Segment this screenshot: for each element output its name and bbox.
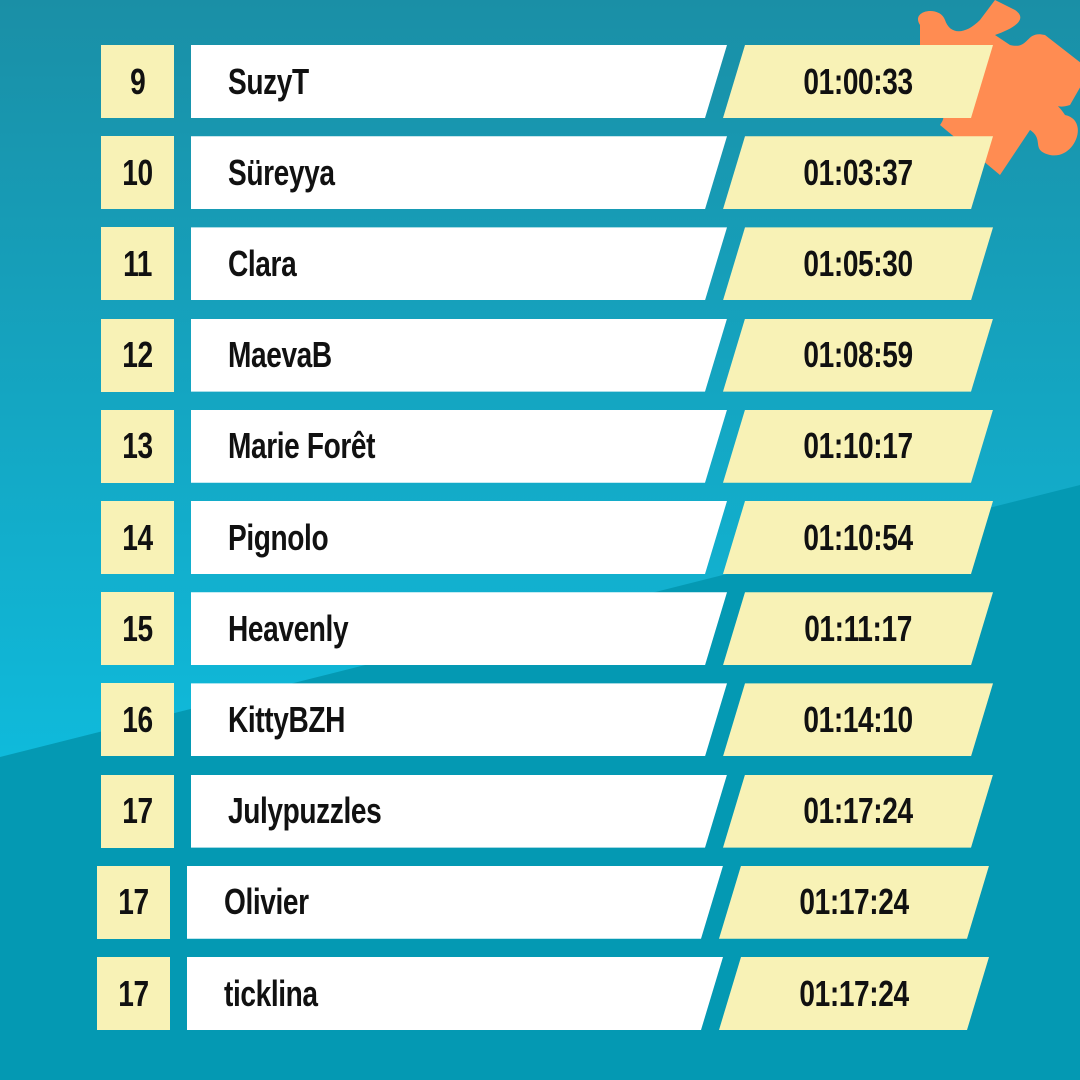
completion-time: 01:11:17 <box>804 607 912 649</box>
rank-cell: 17 <box>97 865 170 939</box>
completion-time: 01:10:54 <box>803 516 913 558</box>
rank-cell: 9 <box>101 45 174 118</box>
time-cell: 01:11:17 <box>723 592 993 665</box>
rank-cell: 11 <box>101 227 174 301</box>
rank: 17 <box>122 790 153 832</box>
name-cell: SuzyT <box>191 45 727 118</box>
rank: 9 <box>129 60 146 102</box>
time-cell: 01:05:30 <box>723 227 993 300</box>
rank: 15 <box>122 607 153 649</box>
completion-time: 01:17:24 <box>799 881 909 923</box>
rank-cell: 12 <box>101 318 174 392</box>
completion-time: 01:05:30 <box>803 242 913 284</box>
time-cell: 01:00:33 <box>723 45 993 118</box>
time-cell: 01:08:59 <box>723 319 993 392</box>
player-name: Süreyya <box>228 151 335 193</box>
completion-time: 01:00:33 <box>803 60 913 102</box>
completion-time: 01:17:24 <box>803 790 913 832</box>
rank: 13 <box>122 425 153 467</box>
player-name: Pignolo <box>228 516 329 558</box>
leaderboard-row: 14 Pignolo 01:10:54 <box>0 501 1080 574</box>
rank: 16 <box>122 698 153 740</box>
time-cell: 01:17:24 <box>719 957 989 1030</box>
player-name: Clara <box>228 242 297 284</box>
completion-time: 01:17:24 <box>799 972 909 1014</box>
player-name: Olivier <box>224 881 309 923</box>
rank: 17 <box>118 881 149 923</box>
time-cell: 01:17:24 <box>723 775 993 848</box>
player-name: Heavenly <box>228 607 349 649</box>
completion-time: 01:03:37 <box>803 151 913 193</box>
rank: 17 <box>118 972 149 1014</box>
name-cell: KittyBZH <box>191 683 727 756</box>
rank-cell: 17 <box>97 957 170 1030</box>
completion-time: 01:10:17 <box>803 425 913 467</box>
name-cell: ticklina <box>187 957 723 1030</box>
completion-time: 01:14:10 <box>803 698 913 740</box>
leaderboard-row: 17 Julypuzzles 01:17:24 <box>0 774 1080 848</box>
time-cell: 01:10:54 <box>723 501 993 574</box>
player-name: SuzyT <box>228 60 309 102</box>
leaderboard-row: 10 Süreyya 01:03:37 <box>0 136 1080 210</box>
leaderboard-row: 17 Olivier 01:17:24 <box>0 865 1080 939</box>
leaderboard-row: 17 ticklina 01:17:24 <box>0 957 1080 1030</box>
time-cell: 01:14:10 <box>723 683 993 756</box>
puzzle-piece-icon <box>918 0 1080 175</box>
rank-cell: 14 <box>101 501 174 574</box>
rank: 12 <box>122 334 153 376</box>
player-name: MaevaB <box>228 334 332 376</box>
name-cell: Heavenly <box>191 592 727 665</box>
time-cell: 01:03:37 <box>723 136 993 209</box>
name-cell: Marie Forêt <box>191 410 727 483</box>
player-name: Julypuzzles <box>228 790 382 832</box>
rank: 14 <box>122 516 153 558</box>
name-cell: Julypuzzles <box>191 775 727 848</box>
leaderboard-row: 16 KittyBZH 01:14:10 <box>0 683 1080 757</box>
name-cell: Süreyya <box>191 136 727 209</box>
leaderboard-row: 11 Clara 01:05:30 <box>0 227 1080 301</box>
leaderboard-row: 13 Marie Forêt 01:10:17 <box>0 409 1080 483</box>
rank-cell: 15 <box>101 592 174 666</box>
time-cell: 01:17:24 <box>719 866 989 939</box>
time-cell: 01:10:17 <box>723 410 993 483</box>
player-name: Marie Forêt <box>228 425 376 467</box>
leaderboard-row: 12 MaevaB 01:08:59 <box>0 318 1080 392</box>
rank-cell: 17 <box>101 774 174 848</box>
rank-cell: 10 <box>101 136 174 210</box>
name-cell: Olivier <box>187 866 723 939</box>
name-cell: MaevaB <box>191 319 727 392</box>
name-cell: Pignolo <box>191 501 727 574</box>
rank-cell: 16 <box>101 683 174 757</box>
leaderboard-row: 15 Heavenly 01:11:17 <box>0 592 1080 666</box>
rank: 11 <box>123 242 152 284</box>
name-cell: Clara <box>191 227 727 300</box>
player-name: ticklina <box>224 972 318 1014</box>
player-name: KittyBZH <box>228 698 345 740</box>
rank-cell: 13 <box>101 409 174 483</box>
completion-time: 01:08:59 <box>803 334 913 376</box>
leaderboard-row: 9 SuzyT 01:00:33 <box>0 45 1080 118</box>
rank: 10 <box>122 151 153 193</box>
